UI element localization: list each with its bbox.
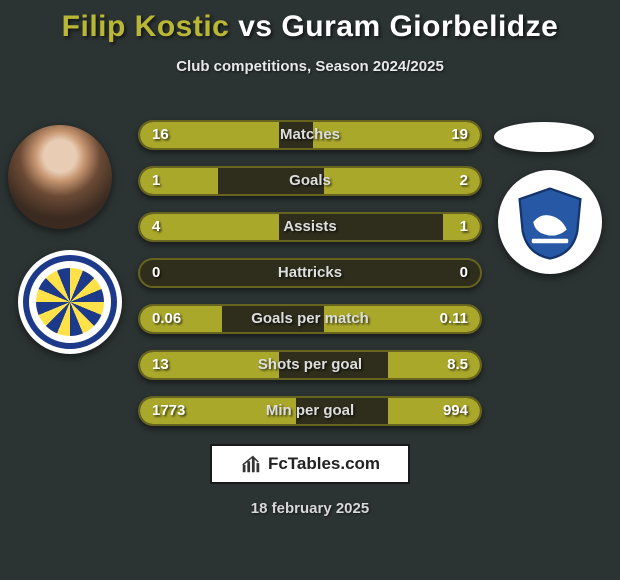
comparison-title: Filip Kostic vs Guram Giorbelidze <box>0 0 620 44</box>
metric-label: Shots per goal <box>140 352 480 378</box>
metric-value-left: 1 <box>152 168 160 194</box>
metric-row: Hattricks0 0 <box>138 258 482 288</box>
player1-club-badge <box>18 250 122 354</box>
metric-value-right: 19 <box>451 122 468 148</box>
metric-bars: Matches1619Goals12Assists41Hattricks00Go… <box>138 120 482 442</box>
metric-label: Goals <box>140 168 480 194</box>
metric-row: Goals1 2 <box>138 166 482 196</box>
player1-avatar <box>8 125 112 229</box>
metric-row: Assists4 1 <box>138 212 482 242</box>
metric-value-left: 0 <box>152 260 160 286</box>
vs-text: vs <box>238 10 272 43</box>
metric-value-right: 0.11 <box>440 306 468 332</box>
player2-name: Guram Giorbelidze <box>281 10 558 43</box>
metric-label: Assists <box>140 214 480 240</box>
metric-row: Shots per goal13 8.5 <box>138 350 482 380</box>
fctables-logo: FcTables.com <box>210 444 410 484</box>
metric-value-left: 1773 <box>152 398 185 424</box>
metric-value-right: 1 <box>460 214 468 240</box>
chart-icon <box>240 453 262 475</box>
player2-club-badge <box>498 170 602 274</box>
metric-row: Matches16 19 <box>138 120 482 150</box>
metric-row: Goals per match0.06 0.11 <box>138 304 482 334</box>
metric-row: Min per goal1773 994 <box>138 396 482 426</box>
metric-value-right: 2 <box>460 168 468 194</box>
player2-avatar <box>494 122 594 152</box>
metric-label: Min per goal <box>140 398 480 424</box>
generation-date: 18 february 2025 <box>0 500 620 517</box>
metric-value-right: 0 <box>460 260 468 286</box>
player1-name: Filip Kostic <box>62 10 230 43</box>
metric-value-left: 16 <box>152 122 169 148</box>
metric-value-right: 994 <box>443 398 468 424</box>
logo-text: FcTables.com <box>268 454 380 474</box>
metric-value-left: 13 <box>152 352 169 378</box>
metric-value-left: 4 <box>152 214 160 240</box>
metric-value-left: 0.06 <box>152 306 181 332</box>
metric-label: Goals per match <box>140 306 480 332</box>
metric-value-right: 8.5 <box>447 352 468 378</box>
metric-label: Hattricks <box>140 260 480 286</box>
metric-label: Matches <box>140 122 480 148</box>
subtitle: Club competitions, Season 2024/2025 <box>0 58 620 75</box>
